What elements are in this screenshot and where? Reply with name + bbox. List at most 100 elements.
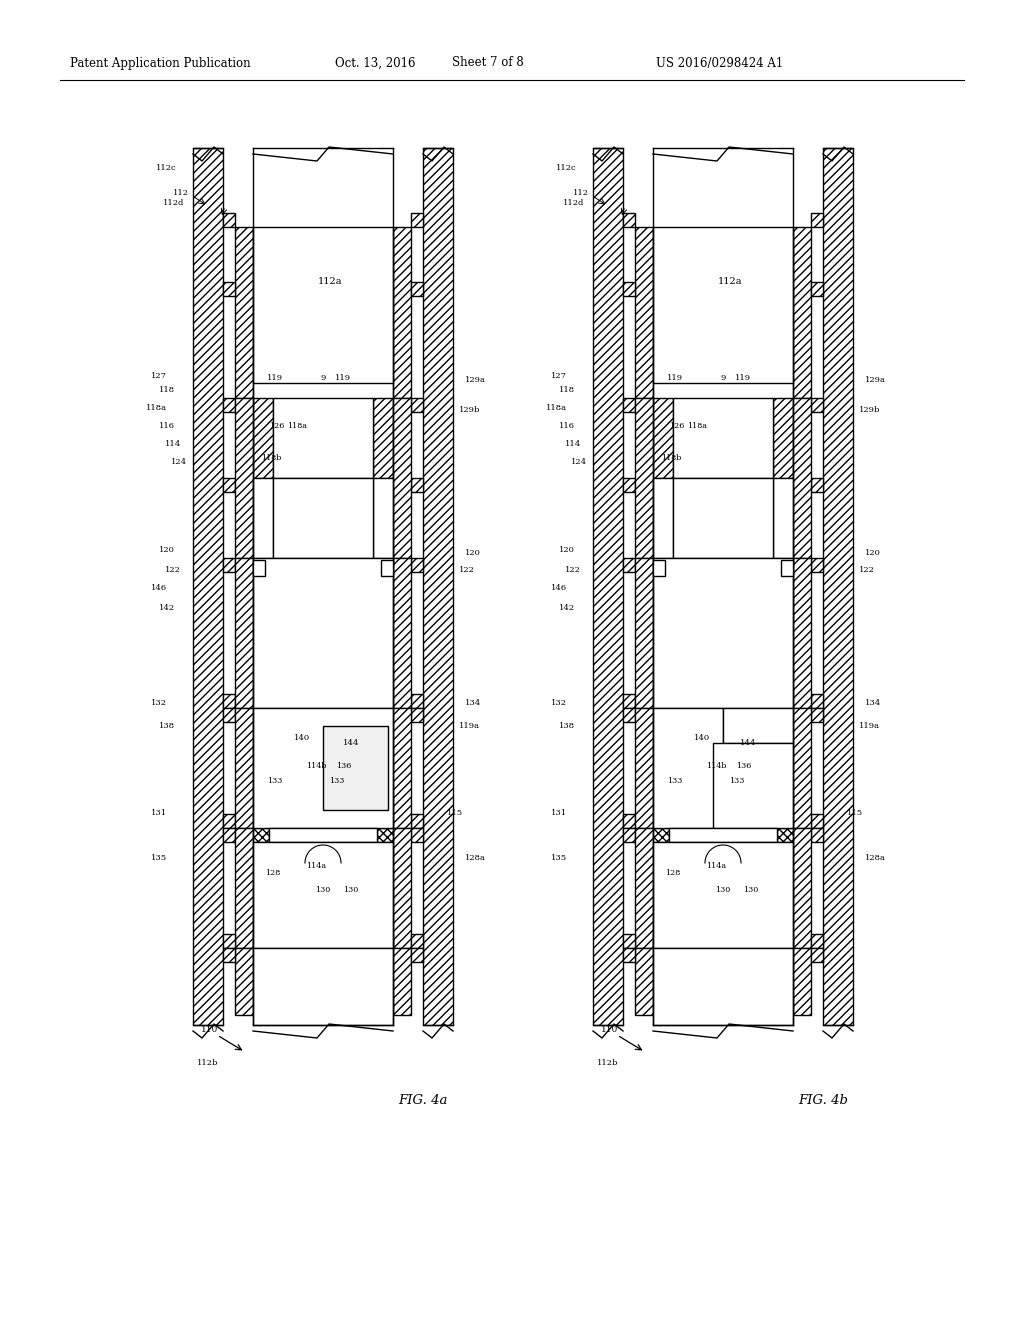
Text: 112d: 112d	[163, 199, 184, 207]
Bar	[253, 478, 273, 558]
Bar	[653, 828, 669, 842]
Text: 110: 110	[601, 1026, 618, 1035]
Text: 129a: 129a	[865, 376, 886, 384]
Text: 120: 120	[159, 546, 175, 554]
Text: 126: 126	[670, 422, 685, 430]
Text: 129b: 129b	[859, 407, 881, 414]
Bar	[411, 694, 423, 708]
Text: FIG. 4b: FIG. 4b	[798, 1093, 848, 1106]
Text: 114: 114	[165, 440, 181, 447]
Bar	[823, 148, 853, 1026]
Bar	[811, 708, 823, 722]
Bar	[673, 478, 773, 558]
Bar	[423, 148, 453, 1026]
Bar	[653, 708, 723, 828]
Text: 138: 138	[159, 722, 175, 730]
Text: 133: 133	[330, 777, 345, 785]
Bar	[635, 828, 653, 948]
Bar	[623, 282, 635, 296]
Text: 130: 130	[315, 886, 331, 894]
Text: 118a: 118a	[146, 404, 167, 412]
Text: 124: 124	[171, 458, 187, 466]
Bar	[411, 558, 423, 572]
Bar	[411, 213, 423, 227]
Text: Sheet 7 of 8: Sheet 7 of 8	[453, 57, 524, 70]
Text: 119a: 119a	[859, 722, 880, 730]
Bar	[253, 828, 269, 842]
Bar	[411, 478, 423, 492]
Bar	[393, 399, 411, 558]
Bar	[713, 743, 793, 828]
Text: 112a: 112a	[718, 277, 742, 286]
Bar	[793, 399, 811, 558]
Bar	[234, 227, 253, 399]
Bar	[234, 399, 253, 558]
Bar	[811, 213, 823, 227]
Bar	[269, 828, 377, 842]
Text: 114a: 114a	[306, 862, 326, 870]
Text: 127: 127	[151, 372, 167, 380]
Bar	[411, 399, 423, 412]
Bar	[411, 948, 423, 962]
Text: 132: 132	[551, 700, 567, 708]
Text: 110: 110	[202, 1026, 219, 1035]
Bar	[773, 478, 793, 558]
Bar	[623, 558, 635, 572]
Bar	[223, 213, 234, 227]
Text: 122: 122	[859, 566, 874, 574]
Text: 114a: 114a	[706, 862, 726, 870]
Text: 136: 136	[336, 762, 351, 770]
Text: 130: 130	[716, 886, 731, 894]
Bar	[653, 227, 793, 383]
Bar	[253, 560, 265, 576]
Bar	[593, 148, 623, 1026]
Text: 140: 140	[294, 734, 310, 742]
Bar	[223, 708, 234, 722]
Text: 118b: 118b	[261, 454, 282, 462]
Bar	[653, 399, 673, 478]
Text: 115: 115	[847, 809, 863, 817]
Text: 135: 135	[551, 854, 567, 862]
Text: 122: 122	[565, 566, 581, 574]
Text: 114: 114	[565, 440, 581, 447]
Text: 130: 130	[743, 886, 759, 894]
Text: 131: 131	[151, 809, 167, 817]
Text: 146: 146	[151, 583, 167, 591]
Bar	[669, 828, 777, 842]
Bar	[635, 708, 653, 828]
Bar	[223, 828, 234, 842]
Bar	[635, 399, 653, 558]
Text: 129a: 129a	[465, 376, 485, 384]
Text: 9: 9	[720, 374, 726, 381]
Bar	[193, 148, 223, 1026]
Text: 119: 119	[335, 374, 351, 381]
Text: 128a: 128a	[865, 854, 886, 862]
Text: 126: 126	[269, 422, 285, 430]
Text: 120: 120	[465, 549, 481, 557]
Bar	[653, 948, 793, 1026]
Bar	[253, 842, 393, 948]
Bar	[653, 842, 793, 948]
Text: 116: 116	[559, 422, 575, 430]
Text: US 2016/0298424 A1: US 2016/0298424 A1	[656, 57, 783, 70]
Bar	[411, 828, 423, 842]
Text: 119: 119	[667, 374, 683, 381]
Bar	[234, 828, 253, 948]
Text: 142: 142	[159, 605, 175, 612]
Bar	[811, 282, 823, 296]
Text: 112d: 112d	[562, 199, 584, 207]
Bar	[253, 948, 393, 1026]
Bar	[635, 558, 653, 708]
Bar	[811, 558, 823, 572]
Text: 114b: 114b	[706, 762, 726, 770]
Text: 118: 118	[559, 385, 575, 393]
Bar	[323, 726, 388, 810]
Bar	[393, 948, 411, 1015]
Bar	[811, 828, 823, 842]
Text: 134: 134	[865, 700, 882, 708]
Bar	[793, 558, 811, 708]
Bar	[253, 399, 273, 478]
Text: 112c: 112c	[556, 164, 577, 172]
Text: 118a: 118a	[546, 404, 567, 412]
Bar	[777, 828, 793, 842]
